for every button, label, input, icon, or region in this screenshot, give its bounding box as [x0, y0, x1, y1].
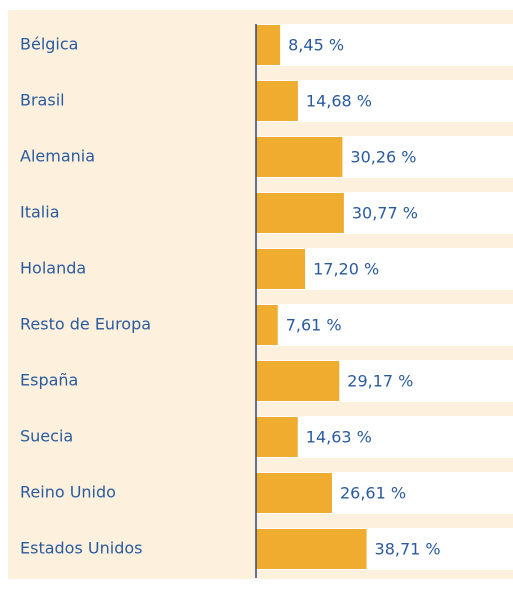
- bar: [256, 81, 298, 121]
- value-label: 38,71 %: [375, 540, 441, 559]
- category-label: Alemania: [20, 147, 95, 166]
- row-band: [256, 24, 513, 66]
- bar: [256, 137, 343, 177]
- value-label: 29,17 %: [347, 372, 413, 391]
- bar: [256, 361, 340, 401]
- value-label: 26,61 %: [340, 484, 406, 503]
- row-band: [256, 304, 513, 346]
- bar: [256, 305, 278, 345]
- value-label: 14,63 %: [306, 428, 372, 447]
- bar: [256, 249, 306, 289]
- category-label: Suecia: [20, 427, 73, 446]
- value-label: 30,26 %: [350, 148, 416, 167]
- category-label: Holanda: [20, 259, 86, 278]
- category-label: Resto de Europa: [20, 315, 151, 334]
- value-label: 30,77 %: [352, 204, 418, 223]
- bar: [256, 417, 298, 457]
- category-label: Brasil: [20, 91, 65, 110]
- value-label: 14,68 %: [306, 92, 372, 111]
- category-label: España: [20, 371, 78, 390]
- value-label: 17,20 %: [313, 260, 379, 279]
- value-label: 7,61 %: [286, 316, 342, 335]
- bar: [256, 193, 344, 233]
- category-label: Reino Unido: [20, 483, 116, 502]
- category-label: Bélgica: [20, 35, 78, 54]
- bar: [256, 25, 281, 65]
- category-label: Estados Unidos: [20, 539, 142, 558]
- value-label: 8,45 %: [288, 36, 344, 55]
- row-band: [256, 80, 513, 122]
- bar: [256, 473, 332, 513]
- bar: [256, 529, 367, 569]
- category-label: Italia: [20, 203, 60, 222]
- row-band: [256, 416, 513, 458]
